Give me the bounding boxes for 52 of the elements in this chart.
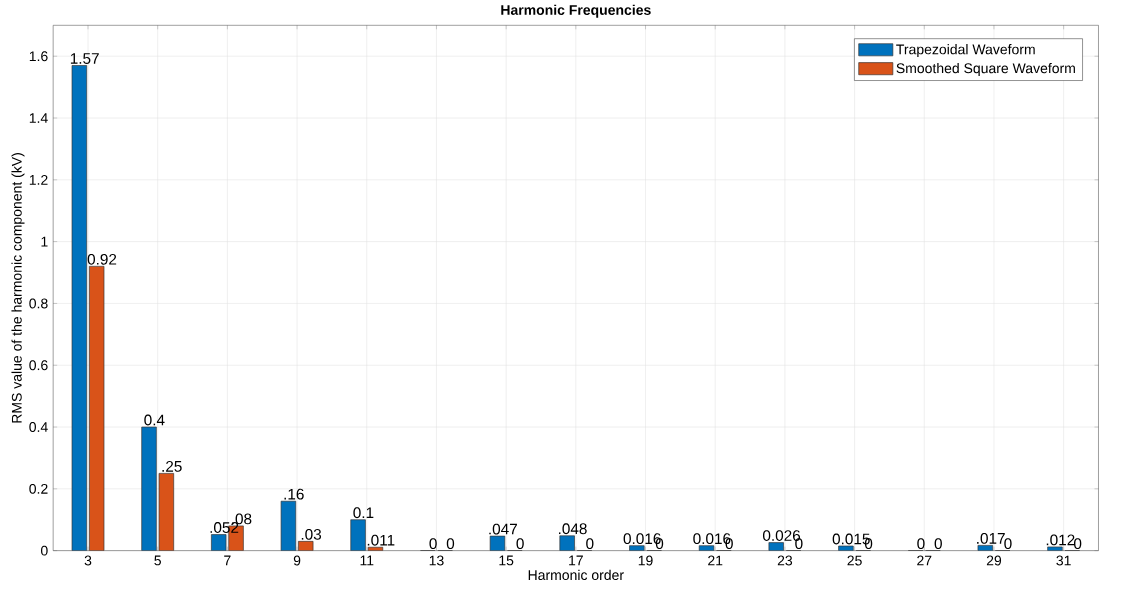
data-label: 0.1 — [353, 507, 374, 519]
data-label: .017 — [977, 533, 1005, 544]
data-label: 0 — [917, 538, 925, 550]
x-tick-label: 7 — [224, 555, 231, 566]
legend-label: Trapezoidal Waveform — [896, 44, 1035, 58]
x-tick-label: 31 — [1056, 555, 1071, 566]
x-tick-label: 19 — [638, 555, 653, 566]
x-tick-label: 5 — [154, 555, 161, 566]
y-tick-label: 1.2 — [29, 175, 48, 185]
x-tick-label: 15 — [499, 555, 514, 566]
x-tick-label: 17 — [569, 555, 583, 566]
data-label: 0 — [1004, 538, 1012, 550]
x-tick-label: 29 — [986, 555, 1002, 566]
x-tick-label: 9 — [293, 555, 301, 566]
data-label: .03 — [301, 529, 322, 540]
data-label: 0 — [429, 538, 437, 550]
data-label: 0 — [516, 538, 524, 550]
data-label: 0.92 — [87, 254, 117, 265]
y-tick-label: 0.6 — [29, 360, 48, 371]
x-tick-label: 13 — [429, 555, 444, 566]
chart-title: Harmonic Frequencies — [501, 4, 651, 18]
data-label: .012 — [1046, 534, 1075, 546]
data-label: .16 — [284, 488, 304, 500]
bar — [141, 426, 157, 551]
data-label: 1.57 — [70, 53, 99, 65]
x-tick-label: 3 — [84, 555, 92, 566]
x-tick-label: 27 — [917, 555, 932, 566]
data-label: .047 — [489, 523, 517, 535]
data-label: 0 — [934, 538, 942, 550]
data-label: 0 — [1073, 538, 1082, 550]
data-label: .011 — [367, 534, 395, 546]
y-tick-label: 0 — [40, 545, 48, 556]
bar — [559, 535, 575, 551]
data-label: 0 — [586, 538, 594, 550]
x-tick-label: 11 — [360, 555, 374, 566]
data-label: .25 — [162, 461, 182, 472]
x-tick-label: 23 — [777, 555, 793, 566]
y-tick-label: 0.2 — [29, 484, 48, 494]
y-tick-label: 1.4 — [29, 113, 48, 123]
y-tick-label: 0.4 — [29, 422, 48, 433]
y-axis-title: RMS value of the harmonic component (kV) — [11, 153, 25, 423]
legend-label: Smoothed Square Waveform — [896, 63, 1075, 77]
data-label: 0.4 — [144, 414, 165, 426]
y-tick-label: 1 — [41, 236, 48, 247]
x-tick-label: 25 — [847, 555, 862, 566]
x-axis-title: Harmonic order — [528, 569, 624, 581]
x-tick-label: 21 — [708, 555, 723, 566]
y-tick-label: 0.8 — [29, 298, 48, 309]
data-label: .048 — [558, 523, 587, 535]
data-label: 0 — [446, 538, 455, 550]
y-tick-label: 1.6 — [29, 51, 48, 62]
bar — [350, 519, 366, 551]
